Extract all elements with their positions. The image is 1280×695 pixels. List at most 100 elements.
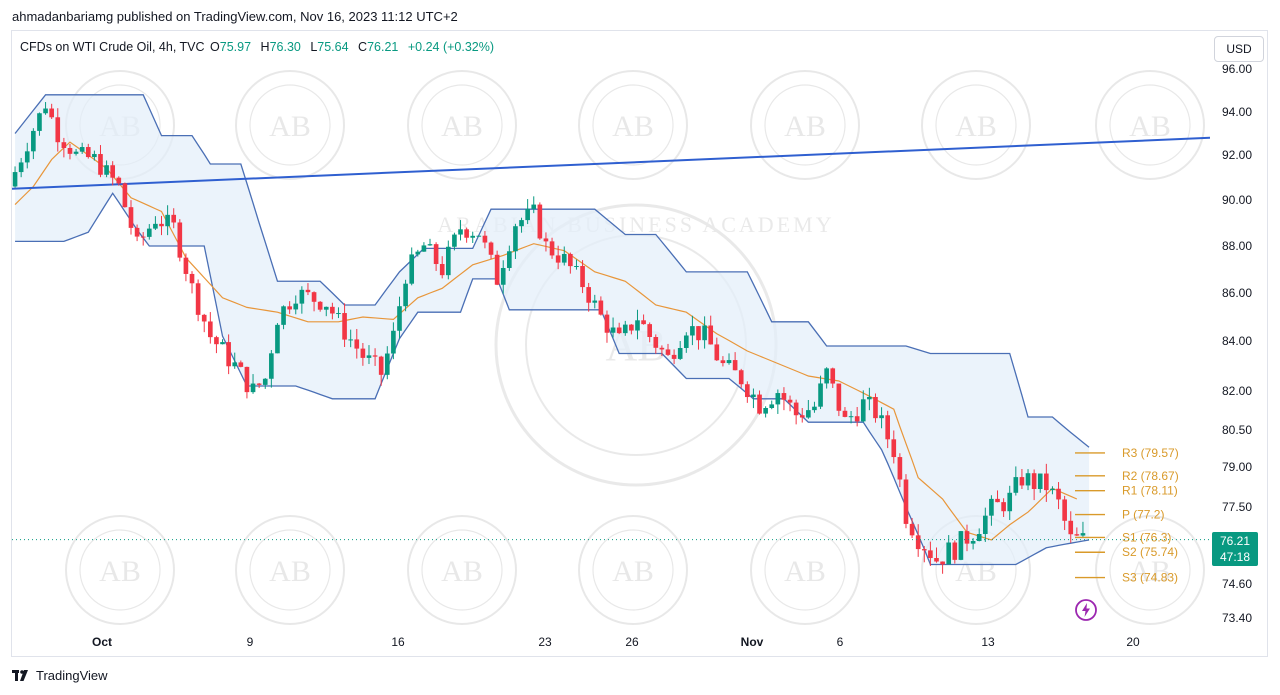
candle-body xyxy=(909,523,915,536)
candle-body xyxy=(537,204,543,239)
footer-brand[interactable]: TradingView xyxy=(36,668,108,683)
candle-body xyxy=(104,165,109,175)
watermark-ring xyxy=(750,515,860,625)
candle-body xyxy=(891,439,897,458)
candle-body xyxy=(928,550,933,559)
candle-body xyxy=(610,327,616,333)
candle-body xyxy=(1074,534,1080,536)
candle-body xyxy=(647,324,653,338)
legend-change: +0.24 (+0.32%) xyxy=(407,40,495,54)
candle-body xyxy=(897,457,903,480)
candle-body xyxy=(464,229,469,238)
candle-body xyxy=(372,355,378,357)
y-axis-tick: 82.00 xyxy=(1222,384,1252,398)
chart-frame xyxy=(11,30,1268,657)
x-axis-tick: 20 xyxy=(1126,635,1140,649)
watermark-text: AB xyxy=(784,555,826,588)
candle-body xyxy=(226,342,231,367)
candle-body xyxy=(671,354,677,359)
watermark-ring-inner xyxy=(935,84,1017,166)
watermark-ring-inner xyxy=(1109,529,1191,611)
candle-body xyxy=(250,383,256,393)
candle-body xyxy=(665,349,671,355)
candle-body xyxy=(677,348,683,359)
candle-body xyxy=(43,108,48,114)
candle-body xyxy=(982,515,988,535)
watermark-ring xyxy=(1095,70,1205,180)
candle-body xyxy=(433,244,439,265)
candle-body xyxy=(482,235,488,243)
candle-body xyxy=(592,300,598,303)
watermark-ring-inner xyxy=(1109,84,1191,166)
candle-body xyxy=(793,402,799,416)
last-price-tag: 76.21 47:18 xyxy=(1212,532,1258,566)
candle-body xyxy=(574,266,579,268)
candle-body xyxy=(366,355,372,358)
candle-body xyxy=(153,223,158,229)
candle-body xyxy=(73,151,79,154)
watermark-text: AB xyxy=(1129,555,1171,588)
y-axis-tick: 73.40 xyxy=(1222,611,1252,625)
candle-body xyxy=(879,415,884,419)
publish-line: ahmadanbariamg published on TradingView.… xyxy=(12,9,458,24)
candle-body xyxy=(275,324,280,354)
candle-body xyxy=(476,235,482,237)
legend-high-label: H xyxy=(260,40,270,54)
channel-lower-line xyxy=(15,192,1090,566)
candle-body xyxy=(580,266,585,288)
candle-body xyxy=(134,227,140,237)
candle-body xyxy=(238,362,244,367)
watermark-ring xyxy=(407,515,517,625)
candle-body xyxy=(391,330,396,354)
watermark-ring-inner xyxy=(421,84,503,166)
candle-body xyxy=(269,353,274,379)
candle-body xyxy=(1068,520,1074,535)
candle-body xyxy=(165,214,170,227)
candle-body xyxy=(531,204,537,209)
currency-button[interactable]: USD xyxy=(1214,36,1264,62)
y-axis-tick: 92.00 xyxy=(1222,148,1252,162)
candle-body xyxy=(513,226,518,252)
candle-body xyxy=(500,267,506,285)
candle-body xyxy=(18,162,24,173)
y-axis-tick: 88.00 xyxy=(1222,239,1252,253)
candle-body xyxy=(421,245,427,252)
candle-body xyxy=(244,366,250,393)
candle-body xyxy=(635,320,640,331)
candle-body xyxy=(708,325,714,345)
candle-body xyxy=(622,324,628,334)
candle-body xyxy=(818,383,823,407)
candle-body xyxy=(995,498,1000,503)
candle-body xyxy=(519,220,524,227)
candle-body xyxy=(1019,477,1025,486)
candle-body xyxy=(507,251,512,268)
candle-body xyxy=(1037,473,1043,490)
watermark-text: AB xyxy=(269,110,311,143)
candle-body xyxy=(763,408,768,414)
watermark-ring xyxy=(750,70,860,180)
watermark-ring-inner xyxy=(592,84,674,166)
y-axis-tick: 74.60 xyxy=(1222,577,1252,591)
candle-body xyxy=(714,344,720,361)
candle-body xyxy=(378,356,384,375)
candle-body xyxy=(98,154,103,175)
candle-body xyxy=(720,360,726,364)
watermark-ring-inner xyxy=(592,529,674,611)
candle-body xyxy=(140,236,146,238)
pivot-label-s3: S3 (74.83) xyxy=(1122,571,1178,585)
bolt-icon[interactable] xyxy=(1074,598,1098,622)
candle-body xyxy=(549,241,555,256)
candle-body xyxy=(323,306,329,310)
watermark-text: AB xyxy=(784,110,826,143)
candle-body xyxy=(824,368,829,384)
candle-body xyxy=(220,342,225,345)
candle-body xyxy=(1050,488,1055,491)
candle-body xyxy=(31,130,36,152)
candle-body xyxy=(848,416,854,418)
candle-body xyxy=(970,541,976,544)
watermark-text: AB xyxy=(612,555,654,588)
candle-body xyxy=(757,394,762,414)
candle-body xyxy=(452,234,457,247)
candle-body xyxy=(964,531,970,544)
